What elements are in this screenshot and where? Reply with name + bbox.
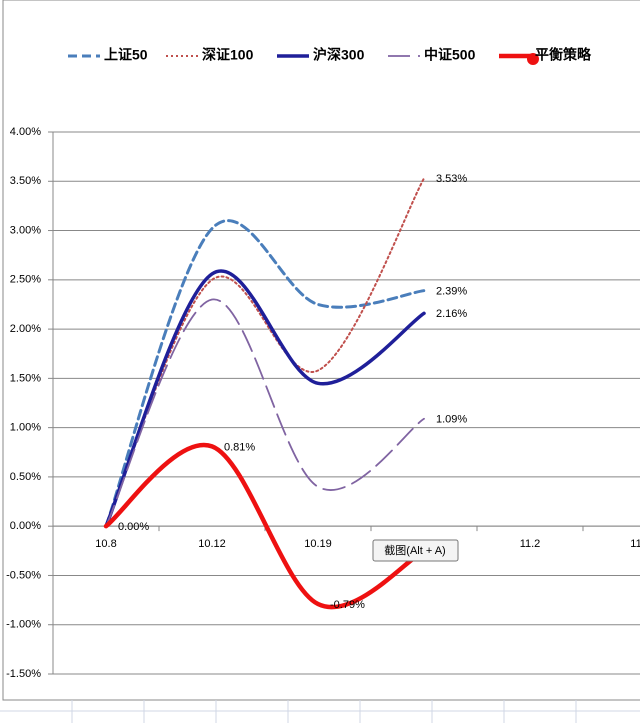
data-label: -0.79%	[330, 599, 365, 611]
x-tick-label: 10.12	[198, 538, 226, 550]
y-tick-label: -1.50%	[6, 668, 41, 680]
y-tick-label: 0.00%	[10, 520, 41, 532]
grid: -1.50% -1.00% -0.50% 0.00% 0.50% 1.00% 1.50% 2.…	[6, 126, 640, 680]
y-tick-label: -1.00%	[6, 619, 41, 631]
tooltip-text: 截图(Alt + A)	[384, 543, 445, 557]
y-tick-label: 2.50%	[10, 274, 41, 286]
chart-frame	[2, 0, 640, 701]
y-tick-label: 0.50%	[10, 471, 41, 483]
legend-label: 沪深300	[313, 47, 365, 63]
y-tick-label: 3.50%	[10, 175, 41, 187]
y-tick-label: -0.50%	[6, 569, 41, 581]
y-tick-label: 1.50%	[10, 372, 41, 384]
y-tick-label: 1.00%	[10, 422, 41, 434]
y-tick-label: 4.00%	[10, 126, 41, 138]
series-line	[105, 298, 425, 528]
legend-label: 深证100	[202, 47, 254, 63]
data-label: 1.09%	[436, 414, 467, 426]
legend: 上证50 深证100 沪深300 中证500 平衡策略	[68, 47, 592, 65]
legend-label: 平衡策略	[535, 47, 592, 63]
data-label: 3.53%	[436, 173, 467, 185]
x-tick-label: 10.19	[304, 538, 332, 550]
legend-label: 上证50	[104, 47, 148, 63]
plot: 2.39% 3.53% 2.16% 1.09% 0.00% 0.81% -0.79%	[103, 173, 467, 611]
y-tick-label: 3.00%	[10, 224, 41, 236]
tooltip-box	[372, 539, 459, 562]
legend-label: 中证500	[424, 47, 476, 63]
x-tick-label: 11	[630, 538, 640, 550]
legend-marker	[527, 53, 539, 65]
sheet-cells	[0, 700, 640, 723]
x-tick-label: 11.2	[520, 538, 541, 550]
data-label: 2.16%	[436, 308, 467, 320]
series-line	[103, 442, 427, 610]
data-label: 0.00%	[118, 521, 149, 533]
data-label: 2.39%	[436, 286, 467, 298]
data-label: 0.81%	[224, 441, 255, 453]
x-tick-label: 10.8	[95, 538, 116, 550]
y-tick-label: 2.00%	[10, 323, 41, 335]
series-line	[104, 269, 426, 528]
